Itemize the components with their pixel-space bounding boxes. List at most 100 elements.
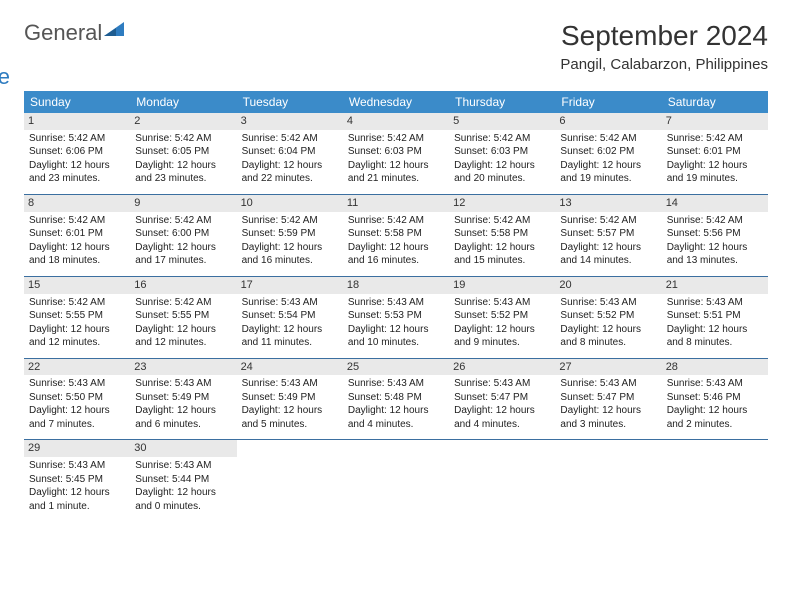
weekday-header: Saturday	[662, 91, 768, 113]
sunrise-line: Sunrise: 5:42 AM	[135, 132, 231, 146]
sunrise-line: Sunrise: 5:42 AM	[242, 132, 338, 146]
day-number: 28	[662, 359, 768, 376]
calendar-cell: 2Sunrise: 5:42 AMSunset: 6:05 PMDaylight…	[130, 113, 236, 194]
daylight-line: Daylight: 12 hours and 16 minutes.	[348, 241, 444, 268]
sunrise-line: Sunrise: 5:43 AM	[29, 459, 125, 473]
calendar-cell: 16Sunrise: 5:42 AMSunset: 5:55 PMDayligh…	[130, 276, 236, 358]
day-number: 1	[24, 113, 130, 130]
sunset-line: Sunset: 6:01 PM	[667, 145, 763, 159]
calendar-cell: 21Sunrise: 5:43 AMSunset: 5:51 PMDayligh…	[662, 276, 768, 358]
calendar-cell: 19Sunrise: 5:43 AMSunset: 5:52 PMDayligh…	[449, 276, 555, 358]
daylight-line: Daylight: 12 hours and 3 minutes.	[560, 404, 656, 431]
sunrise-line: Sunrise: 5:42 AM	[135, 214, 231, 228]
sunset-line: Sunset: 6:04 PM	[242, 145, 338, 159]
sunrise-line: Sunrise: 5:42 AM	[667, 214, 763, 228]
day-number: 6	[555, 113, 661, 130]
weekday-header-row: Sunday Monday Tuesday Wednesday Thursday…	[24, 91, 768, 113]
daylight-line: Daylight: 12 hours and 16 minutes.	[242, 241, 338, 268]
day-number: 16	[130, 277, 236, 294]
daylight-line: Daylight: 12 hours and 10 minutes.	[348, 323, 444, 350]
daylight-line: Daylight: 12 hours and 4 minutes.	[348, 404, 444, 431]
calendar-row: 15 Sunrise: 5:42 AM Sunset: 5:55 PM Dayligh…	[24, 276, 768, 358]
calendar-cell: 17Sunrise: 5:43 AMSunset: 5:54 PMDayligh…	[237, 276, 343, 358]
calendar-cell	[449, 440, 555, 521]
sunset-line: Sunset: 5:52 PM	[560, 309, 656, 323]
sunset-line: Sunset: 6:02 PM	[560, 145, 656, 159]
calendar-cell: 14Sunrise: 5:42 AMSunset: 5:56 PMDayligh…	[662, 194, 768, 276]
calendar-cell: 28Sunrise: 5:43 AMSunset: 5:46 PMDayligh…	[662, 358, 768, 440]
day-number: 9	[130, 195, 236, 212]
sunset-line: Sunset: 5:46 PM	[667, 391, 763, 405]
calendar-cell: 27Sunrise: 5:43 AMSunset: 5:47 PMDayligh…	[555, 358, 661, 440]
logo: General Blue	[24, 20, 126, 72]
sunset-line: Sunset: 5:58 PM	[454, 227, 550, 241]
daylight-line: Daylight: 12 hours and 23 minutes.	[29, 159, 125, 186]
calendar-cell: 23Sunrise: 5:43 AMSunset: 5:49 PMDayligh…	[130, 358, 236, 440]
sunset-line: Sunset: 5:51 PM	[667, 309, 763, 323]
sunset-line: Sunset: 5:58 PM	[348, 227, 444, 241]
day-number: 18	[343, 277, 449, 294]
weekday-header: Sunday	[24, 91, 130, 113]
sunrise-line: Sunrise: 5:42 AM	[348, 214, 444, 228]
day-number: 14	[662, 195, 768, 212]
calendar-cell: 4Sunrise: 5:42 AMSunset: 6:03 PMDaylight…	[343, 113, 449, 194]
sunset-line: Sunset: 6:01 PM	[29, 227, 125, 241]
sunrise-line: Sunrise: 5:43 AM	[135, 459, 231, 473]
sunset-line: Sunset: 5:44 PM	[135, 473, 231, 487]
day-number: 20	[555, 277, 661, 294]
daylight-line: Daylight: 12 hours and 8 minutes.	[560, 323, 656, 350]
daylight-line: Daylight: 12 hours and 19 minutes.	[560, 159, 656, 186]
day-number: 12	[449, 195, 555, 212]
calendar-table: Sunday Monday Tuesday Wednesday Thursday…	[24, 91, 768, 521]
day-number: 8	[24, 195, 130, 212]
calendar-cell: 20 Sunrise: 5:43 AMSunset: 5:52 PMDayligh…	[555, 276, 661, 358]
sunrise-line: Sunrise: 5:43 AM	[348, 377, 444, 391]
sunset-line: Sunset: 5:47 PM	[454, 391, 550, 405]
calendar-cell: 5Sunrise: 5:42 AMSunset: 6:03 PMDaylight…	[449, 113, 555, 194]
sunset-line: Sunset: 5:54 PM	[242, 309, 338, 323]
sunset-line: Sunset: 5:57 PM	[560, 227, 656, 241]
calendar-cell	[662, 440, 768, 521]
daylight-line: Daylight: 12 hours and 18 minutes.	[29, 241, 125, 268]
sunrise-line: Sunrise: 5:43 AM	[454, 377, 550, 391]
sunset-line: Sunset: 6:03 PM	[454, 145, 550, 159]
sunset-line: Sunset: 5:45 PM	[29, 473, 125, 487]
calendar-cell: 6 Sunrise: 5:42 AMSunset: 6:02 PMDaylight…	[555, 113, 661, 194]
calendar-cell	[555, 440, 661, 521]
sunset-line: Sunset: 5:56 PM	[667, 227, 763, 241]
sunset-line: Sunset: 6:00 PM	[135, 227, 231, 241]
calendar-cell	[237, 440, 343, 521]
day-number: 25	[343, 359, 449, 376]
sunrise-line: Sunrise: 5:42 AM	[560, 132, 656, 146]
weekday-header: Tuesday	[237, 91, 343, 113]
daylight-line: Daylight: 12 hours and 21 minutes.	[348, 159, 444, 186]
sunrise-line: Sunrise: 5:42 AM	[29, 214, 125, 228]
calendar-cell: 7Sunrise: 5:42 AMSunset: 6:01 PMDaylight…	[662, 113, 768, 194]
calendar-cell: 9 Sunrise: 5:42 AMSunset: 6:00 PMDaylight…	[130, 194, 236, 276]
sunrise-line: Sunrise: 5:43 AM	[135, 377, 231, 391]
day-number: 11	[343, 195, 449, 212]
daylight-line: Daylight: 12 hours and 1 minute.	[29, 486, 125, 513]
daylight-line: Daylight: 12 hours and 22 minutes.	[242, 159, 338, 186]
daylight-line: Daylight: 12 hours and 19 minutes.	[667, 159, 763, 186]
logo-triangle-icon	[102, 20, 126, 38]
day-number: 2	[130, 113, 236, 130]
daylight-line: Daylight: 12 hours and 17 minutes.	[135, 241, 231, 268]
sunset-line: Sunset: 5:50 PM	[29, 391, 125, 405]
title-block: September 2024 Pangil, Calabarzon, Phili…	[560, 20, 768, 73]
calendar-cell: 10Sunrise: 5:42 AMSunset: 5:59 PMDayligh…	[237, 194, 343, 276]
sunrise-line: Sunrise: 5:42 AM	[29, 296, 125, 310]
day-number: 17	[237, 277, 343, 294]
calendar-cell: 24Sunrise: 5:43 AMSunset: 5:49 PMDayligh…	[237, 358, 343, 440]
sunrise-line: Sunrise: 5:42 AM	[454, 214, 550, 228]
sunrise-line: Sunrise: 5:43 AM	[667, 296, 763, 310]
day-number: 30	[130, 440, 236, 457]
day-number: 3	[237, 113, 343, 130]
day-number: 10	[237, 195, 343, 212]
calendar-cell: 3 Sunrise: 5:42 AMSunset: 6:04 PMDaylight…	[237, 113, 343, 194]
daylight-line: Daylight: 12 hours and 5 minutes.	[242, 404, 338, 431]
sunrise-line: Sunrise: 5:43 AM	[560, 296, 656, 310]
day-number: 15	[24, 277, 130, 294]
sunset-line: Sunset: 5:55 PM	[135, 309, 231, 323]
sunset-line: Sunset: 6:03 PM	[348, 145, 444, 159]
